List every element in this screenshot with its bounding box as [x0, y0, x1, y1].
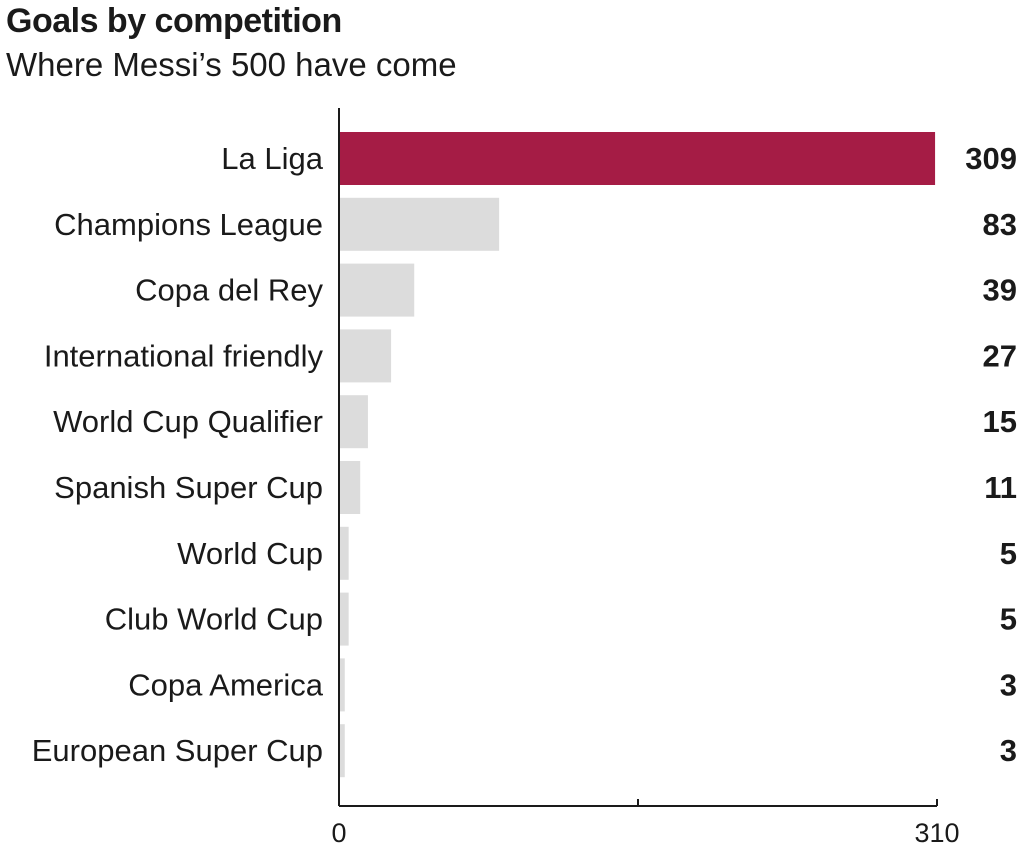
value-label: 3: [1000, 733, 1017, 768]
bar: [339, 395, 368, 449]
category-label: Champions League: [54, 207, 323, 242]
bar: [339, 526, 349, 580]
value-label: 11: [984, 470, 1017, 505]
category-label: Copa America: [128, 667, 323, 702]
value-label: 3: [1000, 667, 1017, 702]
bar: [339, 724, 345, 778]
bar: [339, 132, 936, 185]
category-label: World Cup Qualifier: [53, 404, 323, 439]
category-label: La Liga: [221, 141, 323, 176]
value-label: 27: [983, 338, 1017, 373]
chart-title: Goals by competition: [6, 2, 342, 40]
category-label: European Super Cup: [32, 733, 323, 768]
category-label: Spanish Super Cup: [54, 470, 323, 505]
bar: [339, 329, 392, 383]
value-label: 309: [965, 141, 1017, 176]
category-label: World Cup: [177, 536, 323, 571]
x-tick-label: 310: [914, 818, 959, 848]
bar: [339, 658, 345, 712]
x-tick-label: 0: [331, 818, 346, 848]
category-label: International friendly: [44, 338, 324, 373]
value-label: 83: [983, 207, 1017, 242]
category-label: Club World Cup: [105, 602, 323, 637]
value-label: 39: [983, 273, 1017, 308]
bar: [339, 197, 500, 251]
bar: [339, 263, 415, 317]
category-label: Copa del Rey: [135, 273, 323, 308]
bar: [339, 592, 349, 646]
chart-subtitle: Where Messi’s 500 have come: [6, 46, 457, 83]
value-label: 5: [1000, 602, 1017, 637]
value-label: 5: [1000, 536, 1017, 571]
bar: [339, 461, 361, 514]
value-label: 15: [983, 404, 1017, 439]
